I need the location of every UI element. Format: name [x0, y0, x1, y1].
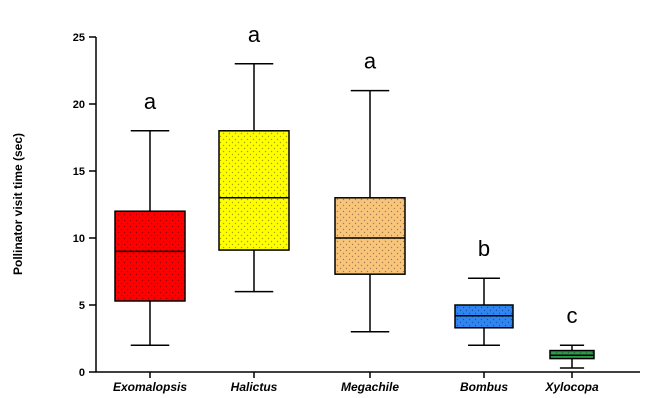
box-texture [219, 130, 289, 251]
significance-letter: a [364, 49, 377, 74]
significance-letters: a a a b c [144, 22, 578, 328]
box-exomalopsis [114, 130, 186, 346]
box-bombus [454, 277, 514, 346]
x-tick-label: Megachile [341, 380, 399, 394]
boxes [114, 63, 595, 369]
box-halictus [218, 63, 290, 293]
significance-letter: b [478, 236, 490, 261]
y-tick-label: 5 [79, 300, 85, 312]
y-axis-label: Pollinator visit time (sec) [11, 133, 25, 275]
y-tick-label: 15 [73, 166, 85, 178]
x-tick-labels: Exomalopsis Halictus Megachile Bombus Xyloco… [113, 372, 599, 394]
y-tick-label: 10 [73, 233, 85, 245]
box-megachile [334, 89, 406, 333]
x-tick-label: Bombus [460, 380, 508, 394]
box-xylocopa [549, 344, 595, 369]
y-tick-label: 0 [79, 367, 85, 379]
significance-letter: a [144, 89, 157, 114]
box-texture [115, 211, 185, 301]
box-texture [335, 197, 405, 275]
x-tick-label: Halictus [231, 380, 278, 394]
y-tick-label: 25 [73, 32, 85, 44]
x-tick-label: Exomalopsis [113, 380, 187, 394]
x-tick-label: Xylocopa [544, 380, 599, 394]
significance-letter: a [248, 22, 261, 47]
y-tick-label: 20 [73, 99, 85, 111]
y-ticks: 0 5 10 15 20 25 [73, 32, 96, 379]
significance-letter: c [567, 303, 578, 328]
